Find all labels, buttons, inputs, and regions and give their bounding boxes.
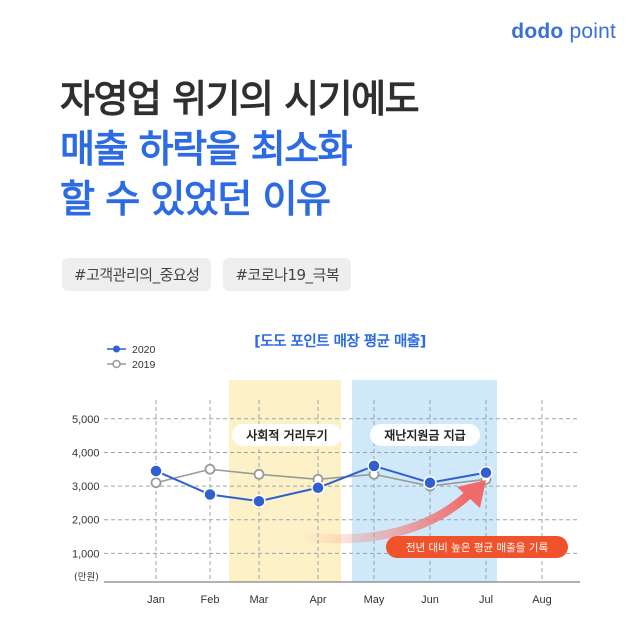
brand-logo-part2: point [563, 20, 616, 43]
x-tick-label: Jun [421, 594, 439, 606]
x-tick-label: Jan [147, 594, 165, 606]
x-tick-label: Feb [201, 594, 220, 606]
data-point-2019 [150, 477, 162, 489]
headline-line-2: 매출 하락을 최소화 [60, 127, 353, 171]
data-point-2019 [204, 463, 216, 475]
annotation-label: 재난지원금 지급 [384, 428, 465, 443]
trend-arrow [295, 490, 473, 544]
callout-bg [386, 536, 568, 558]
hashtag: #고객관리의_중요성 [62, 258, 212, 291]
x-tick-label: May [364, 594, 385, 606]
data-point-2019 [253, 468, 265, 480]
annotation-band [229, 380, 341, 582]
legend-label: 2019 [132, 359, 156, 371]
hashtag-list: #고객관리의_중요성 #코로나19_극복 [62, 258, 352, 291]
data-point-2020 [149, 464, 163, 478]
y-tick-label: 3,000 [72, 481, 100, 493]
brand-logo: dodo point [511, 20, 616, 44]
headline-line-1: 자영업 위기의 시기에도 [60, 77, 420, 121]
legend-marker [113, 345, 120, 353]
headline-line-3: 할 수 있었던 이유 [60, 177, 331, 221]
x-tick-label: Mar [250, 594, 269, 606]
callout-label: 전년 대비 높은 평균 매출을 기록 [406, 542, 549, 554]
data-point-2020 [479, 465, 493, 480]
y-axis-unit-label: (만원) [74, 572, 99, 583]
headline: 자영업 위기의 시기에도 매출 하락을 최소화 할 수 있었던 이유 [60, 74, 420, 224]
y-tick-label: 5,000 [72, 414, 100, 426]
y-tick-label: 2,000 [72, 515, 100, 527]
data-point-2020 [367, 459, 381, 473]
trend-arrowhead [457, 480, 486, 508]
x-tick-label: Apr [309, 594, 326, 606]
legend-label: 2020 [132, 344, 156, 356]
x-tick-label: Jul [479, 594, 493, 606]
annotation-label-bg [370, 424, 480, 446]
hashtag: #코로나19_극복 [223, 258, 352, 291]
y-tick-label: 4,000 [72, 447, 100, 459]
legend-marker [112, 359, 121, 369]
data-point-2020 [203, 487, 217, 502]
annotation-label: 사회적 거리두기 [246, 428, 327, 443]
annotation-label-bg [232, 424, 342, 446]
chart-title: [도도 포인트 매장 평균 매출] [254, 332, 426, 350]
data-point-2020 [252, 494, 266, 508]
brand-logo-part1: dodo [511, 20, 564, 43]
data-point-2020 [423, 475, 437, 490]
data-point-2020 [311, 481, 325, 495]
y-tick-label: 1,000 [72, 548, 100, 560]
x-tick-label: Aug [532, 594, 552, 606]
